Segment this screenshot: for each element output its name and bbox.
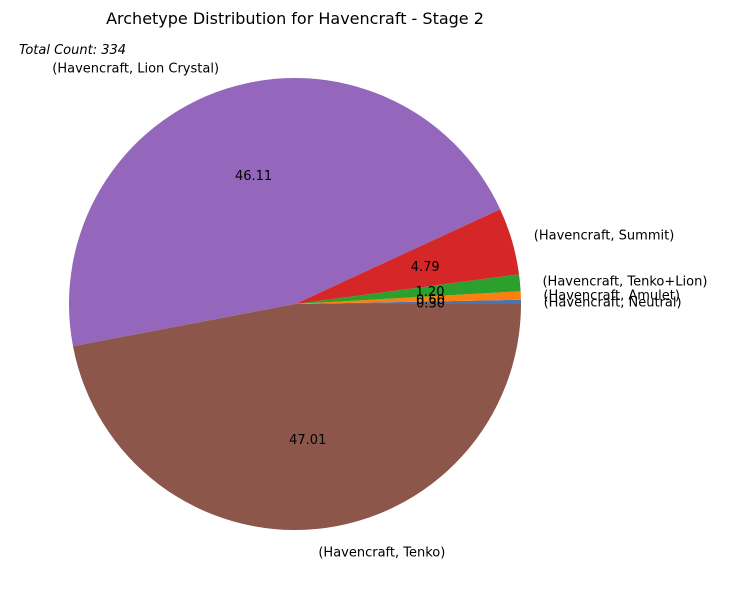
pie-slice-5 [72,304,522,530]
chart-title: Archetype Distribution for Havencraft - … [106,9,484,28]
pie-slice-2 [295,274,521,304]
pie-slice-label-4: (Havencraft, Lion Crystal) [52,61,219,76]
pie-slice-percent-3: 4.79 [411,260,440,275]
pie-slice-percent-0: 0.30 [416,297,445,312]
pie-slice-3 [295,209,520,304]
pie-slices [68,77,522,530]
pie-slice-label-5: (Havencraft, Tenko) [318,546,445,561]
pie-slice-percent-2: 1.20 [416,285,445,300]
pie-slice-4 [68,77,501,347]
pie-slice-label-0: (Havencraft, Neutral) [544,296,682,311]
pie-slice-1 [295,291,521,304]
total-count-annotation: Total Count: 334 [19,43,126,58]
pie-slice-percent-5: 47.01 [289,433,326,448]
pie-slice-label-2: (Havencraft, Tenko+Lion) [542,275,707,290]
pie-slice-label-3: (Havencraft, Summit) [534,229,675,244]
pie-slice-0 [295,299,521,304]
pie-slice-percent-4: 46.11 [235,169,272,184]
pie-labels: 0.30 (Havencraft, Neutral) 0.60 (Havencraft… [52,61,707,560]
pie-slice-label-1: (Havencraft, Amulet) [543,289,680,304]
pie-slice-percent-1: 0.60 [416,293,445,308]
